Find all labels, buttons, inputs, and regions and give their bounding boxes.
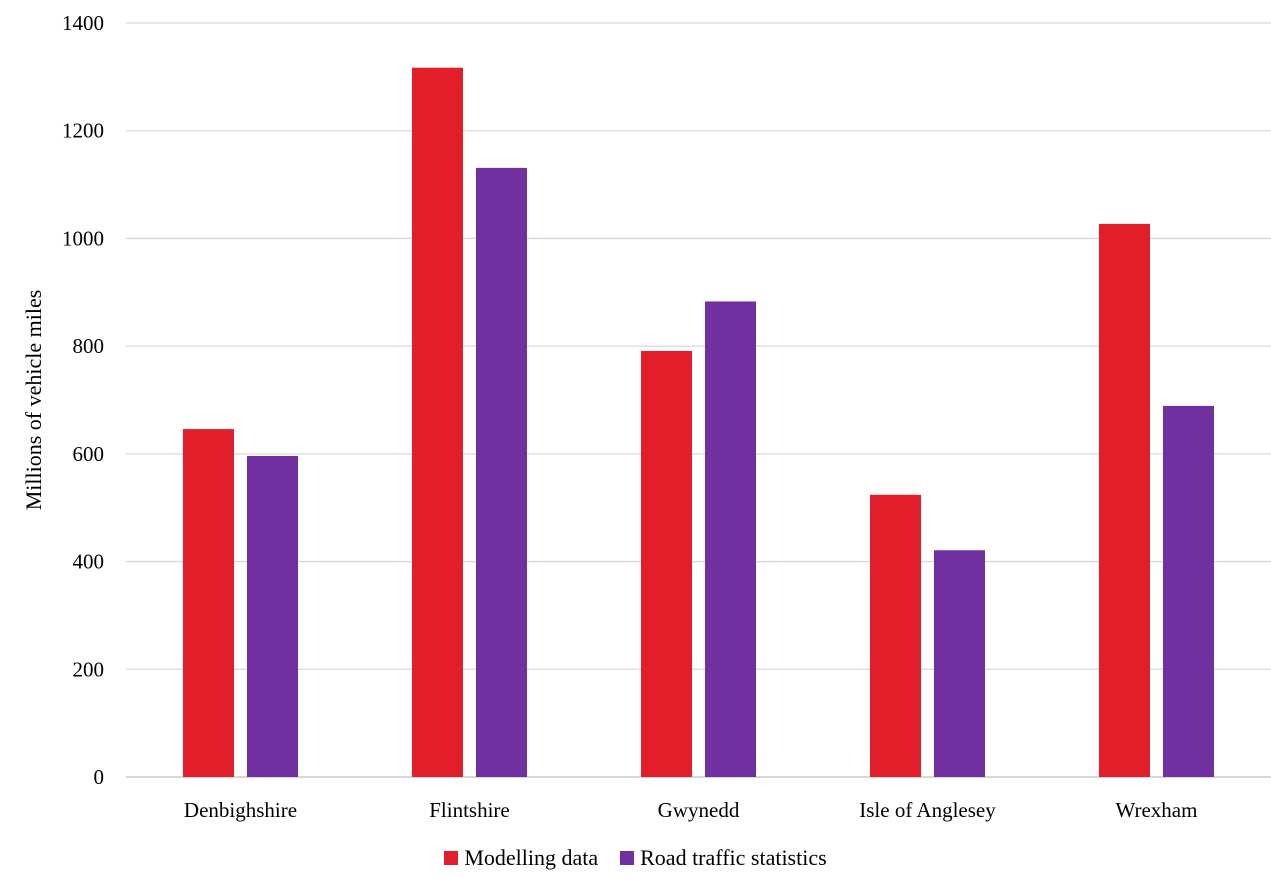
x-tick-label: Wrexham (1116, 798, 1198, 822)
bar-road-traffic (476, 167, 527, 777)
legend-item-road-traffic: Road traffic statistics (620, 845, 827, 871)
legend-label-road-traffic: Road traffic statistics (640, 845, 827, 870)
bar-road-traffic (247, 456, 298, 777)
bar-modelling (183, 429, 234, 777)
x-tick-label: Denbighshire (184, 798, 297, 822)
legend: Modelling data Road traffic statistics (0, 845, 1271, 871)
y-axis-title: Millions of vehicle miles (21, 290, 46, 511)
y-tick-label: 400 (73, 550, 105, 574)
bar-modelling (641, 350, 692, 777)
legend-label-modelling: Modelling data (464, 845, 599, 870)
x-axis-tick-labels: Denbighshire Flintshire Gwynedd Isle of Ang… (184, 798, 1198, 822)
legend-item-modelling: Modelling data (444, 845, 598, 871)
bar-road-traffic (934, 550, 985, 777)
bar-road-traffic (1163, 405, 1214, 777)
y-tick-label: 1000 (62, 226, 104, 250)
y-axis-tick-labels: 0 200 400 600 800 1000 1200 1400 (62, 11, 104, 789)
gridlines (126, 22, 1271, 778)
y-tick-label: 0 (94, 765, 105, 789)
bar-road-traffic (705, 301, 756, 777)
y-tick-label: 1400 (62, 11, 104, 35)
bars (183, 67, 1214, 778)
y-tick-label: 1200 (62, 119, 104, 143)
x-tick-label: Flintshire (429, 798, 510, 822)
y-tick-label: 200 (73, 657, 105, 681)
bar-modelling (412, 67, 463, 778)
x-tick-label: Gwynedd (658, 798, 740, 822)
bar-modelling (870, 494, 921, 777)
bar-chart: 0 200 400 600 800 1000 1200 1400 Denbighshire Fl… (21, 11, 1271, 822)
y-tick-label: 800 (73, 334, 105, 358)
legend-swatch-road-traffic (620, 851, 635, 865)
y-tick-label: 600 (73, 442, 105, 466)
bar-modelling (1099, 223, 1150, 777)
x-tick-label: Isle of Anglesey (859, 798, 996, 822)
legend-swatch-modelling (444, 851, 459, 865)
